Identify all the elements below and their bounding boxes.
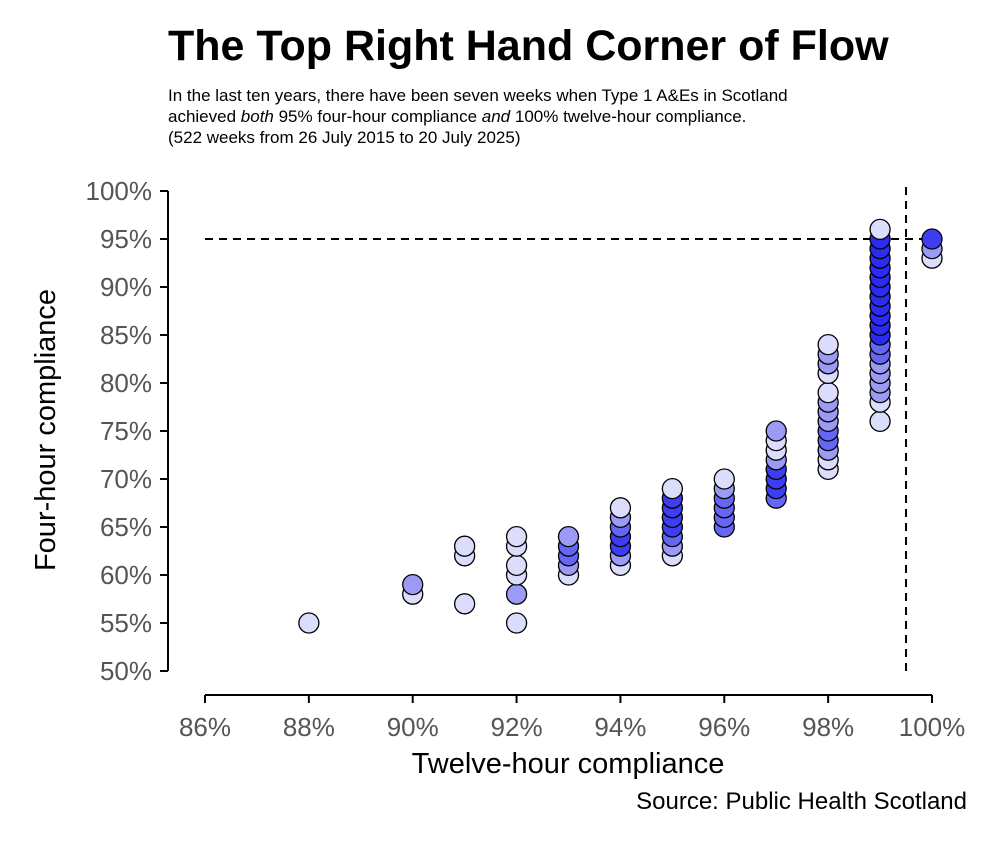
data-point — [453, 593, 476, 615]
data-points — [298, 218, 943, 634]
x-tick-label: 88% — [283, 712, 335, 742]
y-tick-label: 75% — [100, 416, 152, 446]
x-tick-label: 94% — [594, 712, 646, 742]
x-tick-label: 96% — [698, 712, 750, 742]
data-point — [453, 535, 476, 557]
subtitle-emphasis: both — [240, 107, 274, 126]
data-point — [765, 420, 787, 442]
reference-lines — [205, 187, 932, 671]
data-point — [661, 477, 684, 500]
data-point — [817, 381, 839, 404]
data-point — [505, 554, 528, 577]
y-tick-label: 65% — [100, 512, 152, 542]
subtitle-text: 95% four-hour compliance — [273, 107, 482, 126]
subtitle-emphasis: and — [481, 107, 511, 126]
chart-subtitle: In the last ten years, there have been s… — [168, 85, 788, 148]
subtitle-text: achieved — [168, 107, 241, 126]
data-point — [869, 218, 891, 241]
data-point — [298, 612, 320, 634]
data-point — [817, 333, 839, 356]
subtitle-text: 100% twelve-hour compliance. — [510, 107, 747, 126]
x-tick-label: 90% — [387, 712, 439, 742]
data-point — [713, 468, 735, 490]
chart-title: The Top Right Hand Corner of Flow — [168, 22, 889, 70]
x-tick-label: 92% — [491, 712, 543, 742]
y-tick-label: 60% — [100, 560, 152, 590]
x-tick-label: 86% — [179, 712, 231, 742]
subtitle-line-3: (522 weeks from 26 July 2015 to 20 July … — [168, 128, 521, 147]
axes: 50% 55% 60% 65% 70% 75% 80% 85% 90% 95% 100% 86% 88%… — [86, 176, 966, 742]
data-point — [921, 228, 943, 250]
subtitle-line-1: In the last ten years, there have been s… — [168, 86, 788, 105]
y-axis-title: Four-hour compliance — [30, 289, 62, 571]
data-point — [505, 583, 528, 605]
y-tick-label: 100% — [86, 176, 153, 206]
y-tick-label: 95% — [100, 224, 152, 254]
y-tick-label: 80% — [100, 368, 152, 398]
data-point — [869, 410, 891, 433]
data-point — [557, 525, 580, 548]
x-axis-title: Twelve-hour compliance — [412, 748, 725, 780]
y-tick-label: 50% — [100, 656, 152, 686]
x-tick-label: 100% — [899, 712, 966, 742]
y-tick-label: 90% — [100, 272, 152, 302]
subtitle-line-2: achieved both 95% four-hour compliance a… — [168, 106, 788, 127]
data-point — [402, 573, 424, 596]
source-note: Source: Public Health Scotland — [636, 788, 967, 815]
y-tick-label: 85% — [100, 320, 152, 350]
y-tick-label: 70% — [100, 464, 152, 494]
x-tick-label: 98% — [802, 712, 854, 742]
data-point — [609, 497, 632, 519]
y-tick-label: 55% — [100, 608, 152, 638]
data-point — [505, 612, 528, 634]
data-point — [505, 525, 528, 548]
